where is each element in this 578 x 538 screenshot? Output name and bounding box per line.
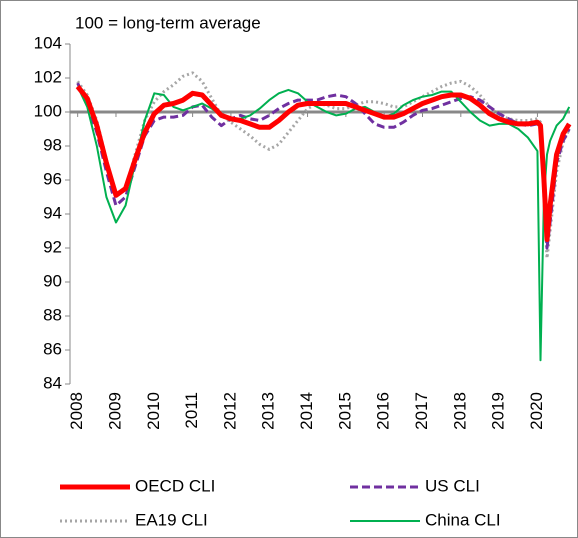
y-tick-label: 90 — [43, 271, 62, 290]
x-tick-label: 2020 — [527, 392, 546, 430]
x-tick-label: 2015 — [335, 392, 354, 430]
x-tick-label: 2018 — [450, 392, 469, 430]
legend-label: OECD CLI — [135, 476, 215, 495]
series-line — [76, 71, 571, 260]
legend-label: China CLI — [425, 510, 501, 529]
x-tick-label: 2012 — [220, 392, 239, 430]
legend-label: EA19 CLI — [135, 510, 208, 529]
x-tick-label: 2014 — [297, 392, 316, 430]
series-line — [75, 84, 572, 242]
series-line — [76, 82, 571, 250]
y-tick-label: 102 — [34, 67, 62, 86]
y-tick-label: 100 — [34, 101, 62, 120]
x-tick-label: 2008 — [67, 392, 86, 430]
x-tick-label: 2009 — [105, 392, 124, 430]
y-tick-label: 94 — [43, 203, 62, 222]
series-line — [76, 86, 571, 362]
x-tick-label: 2019 — [489, 392, 508, 430]
y-tick-label: 96 — [43, 169, 62, 188]
x-tick-label: 2016 — [374, 392, 393, 430]
x-tick-label: 2010 — [144, 392, 163, 430]
x-tick-label: 2013 — [259, 392, 278, 430]
y-tick-label: 88 — [43, 305, 62, 324]
y-tick-label: 84 — [43, 373, 62, 392]
legend-label: US CLI — [425, 476, 480, 495]
y-tick-label: 92 — [43, 237, 62, 256]
x-tick-label: 2011 — [182, 392, 201, 429]
x-tick-label: 2017 — [412, 392, 431, 430]
y-tick-label: 98 — [43, 135, 62, 154]
annotation: 100 = long-term average — [75, 13, 261, 32]
y-tick-label: 86 — [43, 339, 62, 358]
y-tick-label: 104 — [34, 33, 62, 52]
